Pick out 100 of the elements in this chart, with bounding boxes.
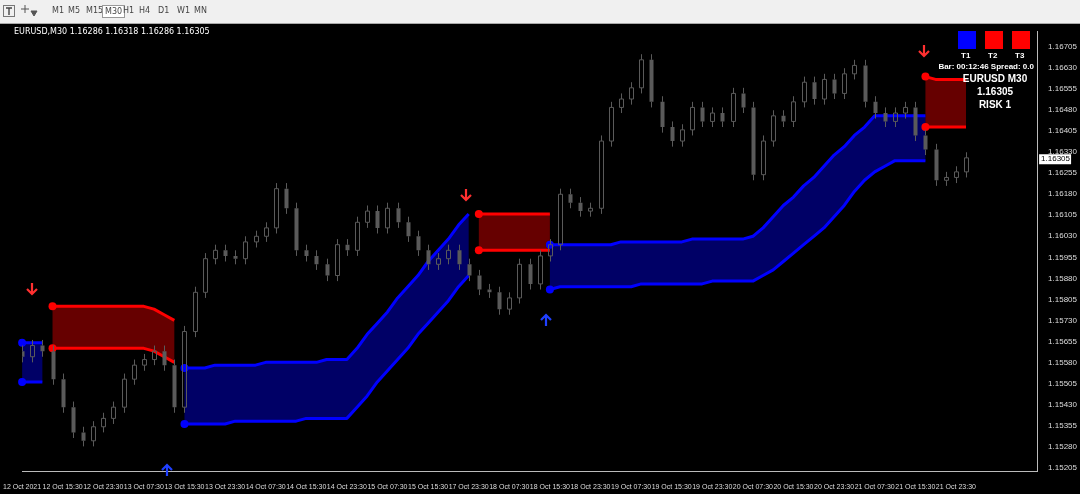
y-tick-label: 1.15805: [1048, 294, 1078, 304]
candlestick: [751, 101, 756, 181]
y-tick-label: 1.16480: [1048, 105, 1078, 115]
candlestick: [883, 106, 888, 128]
text: M30: [105, 7, 123, 16]
annotation: EURUSD,M30 1.16286 1.16318 1.16286 1.16305: [14, 27, 210, 36]
candlestick: [781, 109, 786, 128]
point: [48, 302, 57, 311]
candlestick: [791, 95, 796, 128]
candlestick: [325, 258, 330, 282]
candlestick: [335, 238, 340, 282]
candlestick: [873, 95, 878, 120]
candlestick: [852, 59, 857, 80]
y-tick-label: 1.16180: [1048, 189, 1078, 199]
candlestick: [761, 134, 766, 181]
candlestick: [812, 76, 817, 106]
candlestick: [680, 123, 685, 148]
candlestick: [365, 204, 370, 229]
text: MN: [193, 5, 208, 16]
candlestick: [284, 182, 289, 215]
candlestick: [649, 53, 654, 108]
candlestick: [558, 188, 563, 251]
annotation: 1.16305: [1041, 154, 1071, 164]
candlestick: [132, 359, 137, 386]
y-tick-label: 1.16405: [1048, 126, 1078, 136]
candlestick: [741, 87, 746, 114]
candlestick: [568, 188, 573, 209]
candlestick: [122, 373, 127, 414]
y-tick-label: 1.16330: [1048, 147, 1078, 157]
candlestick: [91, 420, 96, 447]
text: M15: [85, 5, 105, 16]
candlestick: [111, 401, 116, 425]
candlestick: [619, 92, 624, 114]
annotation: Bar: 00:12:46 Spread: 0.0: [938, 62, 1034, 71]
candlestick: [71, 401, 76, 439]
candlestick: [203, 252, 208, 299]
candlestick: [609, 101, 614, 148]
candlestick: [406, 216, 411, 243]
candlestick: [233, 249, 238, 265]
y-tick-label: 1.15880: [1048, 273, 1078, 283]
candlestick: [294, 202, 299, 257]
point: [921, 123, 930, 132]
point: [180, 419, 189, 428]
candlestick: [467, 258, 472, 282]
annotation: RISK 1: [977, 99, 1013, 110]
y-tick-label: 1.15280: [1048, 441, 1078, 451]
annotation: T1: [961, 51, 971, 60]
candlestick: [670, 120, 675, 148]
y-tick-label: 1.15580: [1048, 357, 1078, 367]
candlestick: [426, 244, 431, 271]
y-tick-label: 1.16105: [1048, 210, 1078, 220]
y-tick-label: 1.16030: [1048, 231, 1078, 241]
candlestick: [81, 426, 86, 447]
candlestick: [436, 252, 441, 271]
text: M1: [51, 5, 65, 16]
candlestick: [497, 286, 502, 316]
candlestick: [264, 221, 269, 243]
candlestick: [913, 101, 918, 142]
candlestick: [629, 81, 634, 106]
candlestick: [863, 59, 868, 108]
point: [18, 338, 27, 347]
candlestick: [588, 202, 593, 218]
y-tick-label: 1.16255: [1048, 168, 1078, 178]
y-tick-label: 1.15730: [1048, 315, 1078, 325]
candlestick: [314, 249, 319, 271]
point: [474, 246, 483, 255]
candlestick: [842, 67, 847, 100]
candlestick: [30, 339, 35, 363]
y-tick-label: 1.16630: [1048, 63, 1078, 73]
candlestick: [710, 106, 715, 128]
y-tick-label: 1.16555: [1048, 84, 1078, 94]
candlestick: [690, 101, 695, 136]
candlestick: [507, 291, 512, 316]
text: H4: [138, 5, 152, 16]
candlestick: [578, 196, 583, 218]
candlestick: [934, 143, 939, 187]
candlestick: [243, 235, 248, 265]
candlestick: [771, 109, 776, 148]
candlestick: [893, 106, 898, 128]
candlestick: [802, 76, 807, 108]
y-tick-label: 1.15430: [1048, 399, 1078, 409]
candlestick: [639, 53, 644, 94]
candlestick: [538, 249, 543, 291]
candlestick: [822, 73, 827, 106]
candlestick: [61, 373, 66, 414]
y-tick-label: 1.15505: [1048, 378, 1078, 388]
candlestick: [700, 101, 705, 128]
annotation: T2: [988, 51, 998, 60]
candlestick: [375, 204, 380, 234]
y-tick-label: 1.15205: [1048, 462, 1078, 472]
annotation: 1.16305: [975, 86, 1015, 97]
candlestick: [213, 244, 218, 265]
candlestick: [223, 244, 228, 262]
candlestick: [660, 95, 665, 134]
candlestick: [345, 238, 350, 257]
y-tick-label: 1.15955: [1048, 252, 1078, 262]
point: [921, 72, 930, 81]
candlestick: [954, 165, 959, 184]
candlestick: [193, 286, 198, 338]
candlestick: [731, 87, 736, 128]
